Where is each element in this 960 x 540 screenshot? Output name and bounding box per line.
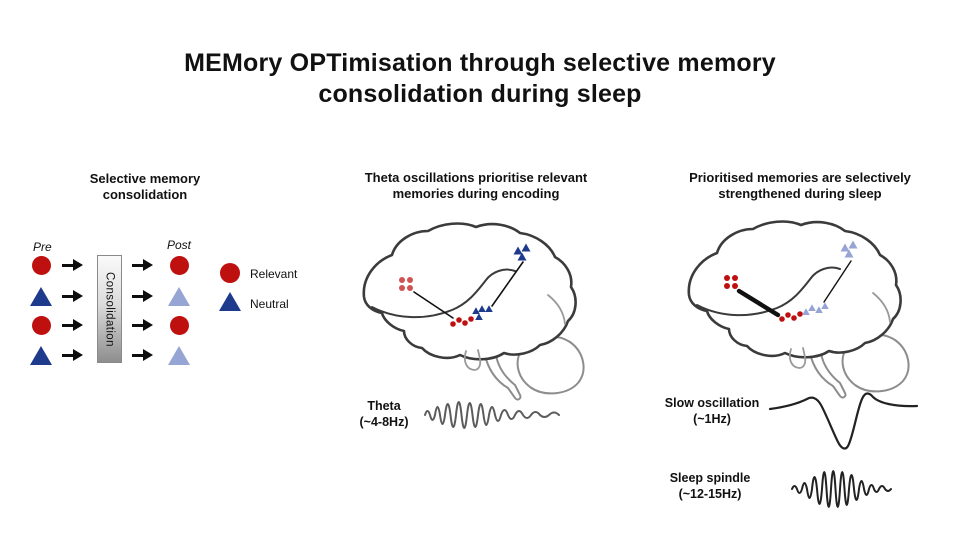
brain-illustration-sleep xyxy=(687,220,910,399)
legend-relevant-label: Relevant xyxy=(250,267,298,281)
sleep-spindle-wave xyxy=(791,470,892,508)
flow-arrow-icon xyxy=(132,349,153,361)
pre-neutral-shape xyxy=(30,286,52,306)
frontal-relevant-dots xyxy=(724,275,738,289)
sleep-spindle-name: Sleep spindle xyxy=(669,471,751,485)
theta-name: Theta xyxy=(367,399,401,413)
post-relevant-shape xyxy=(169,255,189,275)
flow-arrow-icon xyxy=(62,319,83,331)
pre-neutral-shape xyxy=(30,345,52,365)
pre-relevant-shape xyxy=(31,255,51,275)
slow-oscillation-wave xyxy=(768,392,919,450)
page-title: MEMory OPTimisation through selective me… xyxy=(130,48,830,109)
legend-neutral-label: Neutral xyxy=(250,297,289,311)
relevant-connection-line xyxy=(413,291,454,319)
page-title-line1: MEMory OPTimisation through selective me… xyxy=(184,49,776,77)
neutral-triangle-icon xyxy=(219,292,241,311)
slow-oscillation-label: Slow oscillation (~1Hz) xyxy=(652,396,772,427)
sleep-spindle-frequency: (~12-15Hz) xyxy=(678,486,742,501)
post-label: Post xyxy=(167,238,192,252)
hippocampal-relevant-dots xyxy=(779,311,803,322)
pre-label: Pre xyxy=(33,240,52,254)
flow-arrow-icon xyxy=(132,259,153,271)
right-panel-heading: Prioritised memories are selectively str… xyxy=(689,170,911,202)
theta-label: Theta (~4-8Hz) xyxy=(344,399,424,430)
consolidation-box: Consolidation xyxy=(97,255,122,363)
encoding-markers xyxy=(399,243,531,327)
strengthened-connection-line xyxy=(736,288,781,318)
theta-wave xyxy=(424,401,560,429)
hippocampal-relevant-dots xyxy=(450,316,474,327)
slow-oscillation-frequency: (~1Hz) xyxy=(693,411,731,426)
page-title-line2: consolidation during sleep xyxy=(318,79,642,108)
brain-illustration-encoding xyxy=(362,222,585,401)
post-neutral-faded-shape xyxy=(168,286,190,306)
post-relevant-shape xyxy=(169,315,189,335)
consolidation-label: Consolidation xyxy=(103,271,116,347)
pre-relevant-shape xyxy=(31,315,51,335)
flow-arrow-icon xyxy=(62,259,83,271)
relevant-circle-icon xyxy=(220,263,240,283)
flow-arrow-icon xyxy=(132,319,153,331)
weak-connection-line xyxy=(823,260,852,303)
flow-arrow-icon xyxy=(62,290,83,302)
post-neutral-faded-shape xyxy=(168,345,190,365)
flow-arrow-icon xyxy=(132,290,153,302)
flow-arrow-icon xyxy=(62,349,83,361)
frontal-relevant-dots xyxy=(399,277,413,291)
theta-frequency: (~4-8Hz) xyxy=(359,414,409,429)
sleep-spindle-label: Sleep spindle (~12-15Hz) xyxy=(650,471,770,502)
neutral-connection-line xyxy=(491,261,524,307)
left-panel-heading: Selective memory consolidation xyxy=(89,171,201,203)
sleep-markers xyxy=(724,240,858,322)
slow-oscillation-name: Slow oscillation xyxy=(664,396,760,410)
middle-panel-heading: Theta oscillations prioritise relevant m… xyxy=(364,170,588,202)
